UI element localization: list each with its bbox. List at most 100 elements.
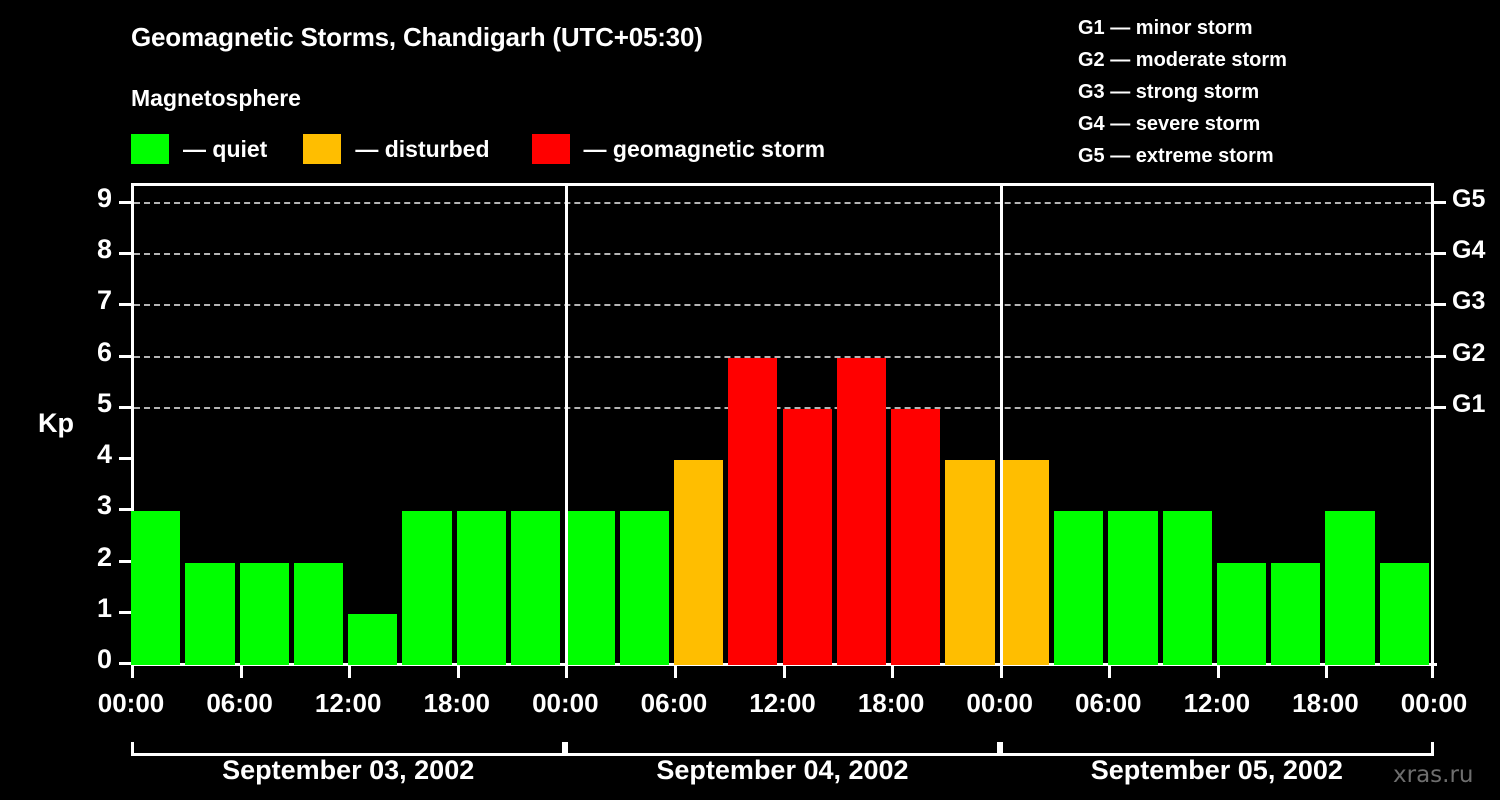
x-tick-label-1: 06:00 [206, 688, 273, 718]
bar [728, 357, 778, 665]
y-tick-1 [119, 610, 131, 614]
bar [945, 460, 995, 665]
x-tick-label-5: 06:00 [640, 688, 708, 718]
date-label-3: September 05, 2002 [1090, 755, 1343, 785]
page-title: Geomagnetic Storms, Chandigarh (UTC+05:3… [131, 22, 703, 52]
date-bracket-2 [565, 742, 1000, 756]
legend-label-storm: — geomagnetic storm [583, 135, 826, 162]
right-tick-label-G3: G3 [1452, 287, 1486, 316]
x-tick-4 [565, 666, 569, 678]
bar [293, 562, 344, 665]
right-tick-G3 [1434, 303, 1446, 307]
x-tick-label-0: 00:00 [97, 688, 165, 718]
x-tick-9 [1108, 666, 1112, 678]
right-tick-label-G5: G5 [1452, 185, 1486, 213]
date-bracket-1 [131, 742, 566, 756]
right-tick-label-G1: G1 [1452, 389, 1486, 418]
x-tick-2 [348, 666, 352, 678]
y-tick-label-7: 7 [96, 285, 112, 316]
y-tick-label-5: 5 [96, 387, 112, 418]
bar [565, 511, 615, 665]
bar [456, 511, 507, 665]
y-tick-5 [119, 405, 131, 409]
gridline-kp-8 [134, 253, 1431, 256]
x-tick-label-9: 06:00 [1075, 688, 1142, 718]
watermark: xras.ru [1393, 762, 1474, 788]
bar [1162, 511, 1212, 665]
bar [619, 511, 669, 665]
bar [1053, 511, 1104, 665]
right-tick-G5 [1434, 201, 1446, 204]
x-tick-label-6: 12:00 [749, 688, 816, 718]
gridline-kp-5 [134, 406, 1431, 409]
legend-item-quiet: — quiet [131, 134, 267, 164]
right-tick-label-G2: G2 [1452, 338, 1486, 367]
g-scale-line-5: G5 — extreme storm [1078, 145, 1274, 167]
legend-swatch-quiet [131, 134, 169, 164]
bar-series [131, 183, 1434, 665]
g-scale-line-3: G3 — strong storm [1078, 81, 1260, 103]
y-tick-4 [119, 457, 131, 461]
plot-area [131, 183, 1434, 665]
bar [782, 408, 832, 665]
y-axis-label: Kp [38, 408, 74, 438]
legend-swatch-storm [531, 134, 570, 164]
x-tick-label-10: 12:00 [1183, 688, 1251, 718]
y-tick-0 [119, 662, 131, 665]
x-tick-5 [673, 666, 677, 678]
y-tick-label-2: 2 [96, 541, 112, 572]
y-tick-9 [119, 201, 131, 204]
y-tick-label-8: 8 [96, 234, 112, 265]
bar [1325, 511, 1375, 665]
right-tick-G1 [1434, 405, 1446, 409]
x-tick-label-2: 12:00 [314, 688, 382, 718]
legend: — quiet — disturbed — geomagnetic storm [131, 133, 861, 165]
right-tick-label-G4: G4 [1452, 236, 1486, 265]
x-tick-0 [131, 666, 134, 678]
legend-item-disturbed: — disturbed [303, 134, 490, 164]
x-tick-label-8: 00:00 [966, 688, 1033, 718]
x-tick-8 [999, 666, 1003, 678]
date-label-1: September 03, 2002 [222, 755, 475, 785]
x-tick-label-3: 18:00 [423, 688, 491, 718]
bar [511, 511, 561, 665]
y-tick-6 [119, 354, 131, 358]
bar [402, 511, 452, 665]
x-tick-11 [1325, 666, 1329, 678]
gridline-kp-6 [134, 355, 1431, 358]
y-tick-2 [119, 559, 131, 563]
legend-item-storm: — geomagnetic storm [531, 134, 826, 164]
y-tick-label-3: 3 [96, 490, 112, 521]
bar [673, 460, 724, 665]
legend-label-disturbed: — disturbed [355, 135, 490, 162]
y-tick-label-9: 9 [96, 183, 112, 213]
x-tick-3 [456, 666, 460, 678]
legend-label-quiet: — quiet [183, 135, 268, 162]
x-tick-10 [1216, 666, 1220, 678]
bar [1108, 511, 1158, 665]
y-tick-8 [119, 252, 131, 256]
magnetosphere-heading: Magnetosphere [131, 85, 301, 111]
bar [1271, 562, 1321, 665]
bar [836, 357, 887, 665]
y-tick-label-1: 1 [96, 592, 112, 623]
g-scale-line-4: G4 — severe storm [1078, 113, 1261, 135]
bar [348, 613, 398, 665]
y-tick-3 [119, 508, 131, 512]
x-tick-label-12: 00:00 [1400, 688, 1468, 718]
y-tick-label-4: 4 [96, 439, 112, 470]
bar [891, 408, 941, 665]
date-label-2: September 04, 2002 [656, 755, 909, 785]
date-bracket-3 [999, 742, 1434, 756]
bar [131, 511, 181, 665]
g-scale-line-1: G1 — minor storm [1078, 17, 1253, 39]
g-scale-legend: G1 — minor storm G2 — moderate storm G3 — … [1078, 12, 1287, 172]
bar [1379, 562, 1429, 665]
bar [999, 460, 1049, 665]
x-tick-label-4: 00:00 [532, 688, 599, 718]
x-tick-12 [1431, 666, 1434, 678]
gridline-kp-9 [134, 202, 1431, 204]
g-scale-line-2: G2 — moderate storm [1078, 49, 1287, 71]
bar [1216, 562, 1267, 665]
